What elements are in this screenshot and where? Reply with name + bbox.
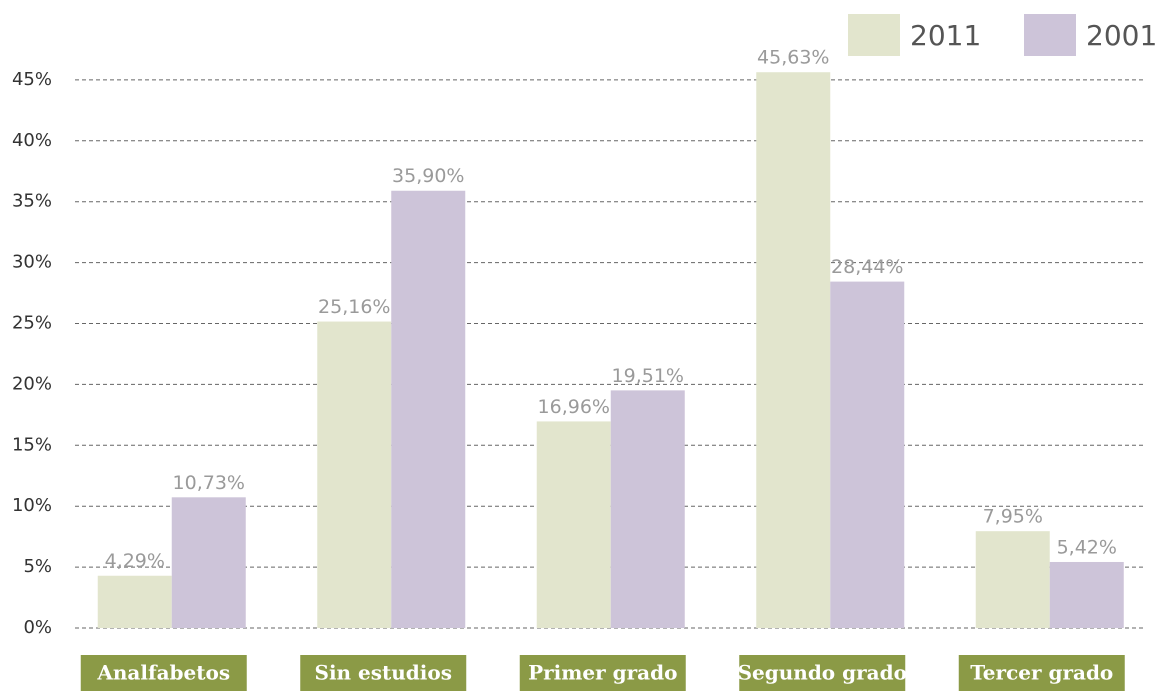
category-box — [958, 655, 1125, 691]
bar — [1049, 561, 1124, 628]
category-box — [519, 655, 686, 691]
bar — [830, 281, 905, 628]
y-tick-label: 30% — [12, 252, 52, 273]
bar — [756, 72, 831, 628]
y-tick-label: 5% — [23, 556, 52, 577]
x-tick-label: Tercer grado — [970, 661, 1113, 685]
y-tick-label: 20% — [12, 373, 52, 394]
x-tick-label: Segundo grado — [738, 661, 907, 685]
bar — [171, 497, 246, 628]
bar — [317, 321, 392, 628]
category-box — [300, 655, 467, 691]
value-label: 19,51% — [612, 365, 684, 387]
value-label: 28,44% — [831, 256, 903, 278]
value-label: 35,90% — [392, 165, 464, 187]
bar — [536, 421, 611, 628]
value-label: 45,63% — [757, 47, 829, 69]
y-tick-label: 0% — [23, 617, 52, 638]
y-tick-label: 45% — [12, 69, 52, 90]
y-tick-label: 10% — [12, 495, 52, 516]
legend-label: 2001 — [1086, 19, 1157, 52]
y-tick-label: 15% — [12, 434, 52, 455]
x-tick-label: Primer grado — [528, 661, 677, 685]
value-label: 4,29% — [105, 550, 165, 572]
value-label: 7,95% — [983, 506, 1043, 528]
y-tick-label: 35% — [12, 191, 52, 212]
bar — [975, 531, 1050, 628]
value-label: 5,42% — [1057, 536, 1117, 558]
x-tick-label: Analfabetos — [96, 661, 230, 685]
y-tick-label: 25% — [12, 313, 52, 334]
legend-label: 2011 — [910, 19, 981, 52]
legend-swatch — [1024, 14, 1076, 56]
value-label: 16,96% — [538, 396, 610, 418]
value-label: 25,16% — [318, 296, 390, 318]
bar — [391, 190, 466, 628]
y-tick-label: 40% — [12, 130, 52, 151]
category-box — [739, 655, 906, 691]
category-box — [80, 655, 247, 691]
bar — [610, 390, 685, 628]
bar — [97, 575, 172, 628]
value-label: 10,73% — [173, 472, 245, 494]
x-tick-label: Sin estudios — [315, 661, 453, 685]
legend-swatch — [848, 14, 900, 56]
